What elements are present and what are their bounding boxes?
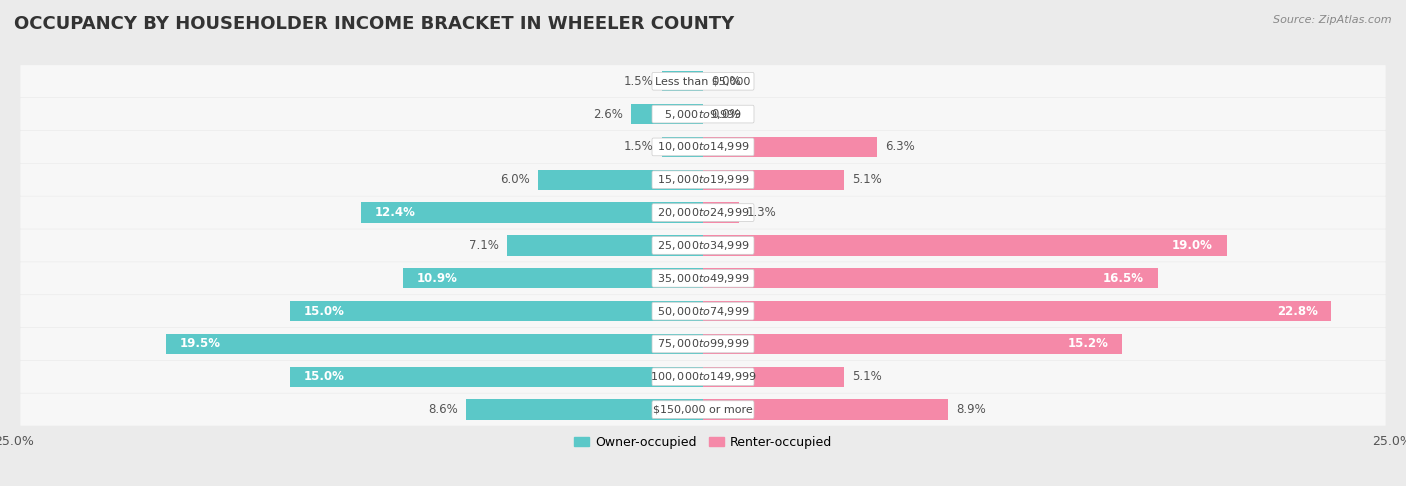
FancyBboxPatch shape xyxy=(21,131,1385,163)
Text: $5,000 to $9,999: $5,000 to $9,999 xyxy=(664,107,742,121)
Bar xyxy=(465,399,703,420)
Text: 15.0%: 15.0% xyxy=(304,370,344,383)
FancyBboxPatch shape xyxy=(652,335,754,353)
FancyBboxPatch shape xyxy=(21,295,1385,327)
Text: $20,000 to $24,999: $20,000 to $24,999 xyxy=(657,206,749,219)
Text: 1.5%: 1.5% xyxy=(624,75,654,88)
FancyBboxPatch shape xyxy=(652,401,754,418)
FancyBboxPatch shape xyxy=(652,204,754,222)
Bar xyxy=(166,334,703,354)
Text: 8.9%: 8.9% xyxy=(956,403,986,416)
Text: 0.0%: 0.0% xyxy=(711,75,741,88)
Bar xyxy=(290,301,703,321)
Text: 16.5%: 16.5% xyxy=(1102,272,1144,285)
FancyBboxPatch shape xyxy=(652,72,754,90)
Bar xyxy=(703,366,844,387)
Text: 8.6%: 8.6% xyxy=(427,403,458,416)
Text: $25,000 to $34,999: $25,000 to $34,999 xyxy=(657,239,749,252)
Text: Source: ZipAtlas.com: Source: ZipAtlas.com xyxy=(1274,15,1392,25)
Text: 6.3%: 6.3% xyxy=(884,140,915,154)
Bar xyxy=(703,268,1157,289)
Text: 10.9%: 10.9% xyxy=(416,272,457,285)
Text: Less than $5,000: Less than $5,000 xyxy=(655,76,751,86)
Bar xyxy=(361,202,703,223)
Bar xyxy=(703,235,1226,256)
FancyBboxPatch shape xyxy=(21,229,1385,261)
Text: 6.0%: 6.0% xyxy=(499,173,530,186)
Text: $50,000 to $74,999: $50,000 to $74,999 xyxy=(657,305,749,318)
Bar xyxy=(703,137,876,157)
Text: 19.5%: 19.5% xyxy=(180,337,221,350)
Bar xyxy=(537,170,703,190)
Text: 0.0%: 0.0% xyxy=(711,107,741,121)
FancyBboxPatch shape xyxy=(652,171,754,189)
Text: 19.0%: 19.0% xyxy=(1173,239,1213,252)
Text: 22.8%: 22.8% xyxy=(1277,305,1317,318)
FancyBboxPatch shape xyxy=(21,361,1385,393)
Bar xyxy=(703,170,844,190)
Bar xyxy=(703,334,1122,354)
Text: OCCUPANCY BY HOUSEHOLDER INCOME BRACKET IN WHEELER COUNTY: OCCUPANCY BY HOUSEHOLDER INCOME BRACKET … xyxy=(14,15,734,33)
Bar xyxy=(662,137,703,157)
FancyBboxPatch shape xyxy=(652,269,754,287)
FancyBboxPatch shape xyxy=(21,328,1385,360)
Text: $15,000 to $19,999: $15,000 to $19,999 xyxy=(657,173,749,186)
Text: 2.6%: 2.6% xyxy=(593,107,623,121)
Text: 15.0%: 15.0% xyxy=(304,305,344,318)
Legend: Owner-occupied, Renter-occupied: Owner-occupied, Renter-occupied xyxy=(568,431,838,454)
Text: $150,000 or more: $150,000 or more xyxy=(654,405,752,415)
Bar xyxy=(508,235,703,256)
Text: 5.1%: 5.1% xyxy=(852,173,882,186)
FancyBboxPatch shape xyxy=(21,196,1385,229)
Text: $10,000 to $14,999: $10,000 to $14,999 xyxy=(657,140,749,154)
Bar xyxy=(703,301,1331,321)
FancyBboxPatch shape xyxy=(652,105,754,123)
FancyBboxPatch shape xyxy=(21,262,1385,295)
FancyBboxPatch shape xyxy=(652,302,754,320)
Bar xyxy=(662,71,703,91)
FancyBboxPatch shape xyxy=(21,394,1385,426)
Text: 1.5%: 1.5% xyxy=(624,140,654,154)
FancyBboxPatch shape xyxy=(652,237,754,254)
Bar xyxy=(402,268,703,289)
FancyBboxPatch shape xyxy=(652,368,754,386)
Bar xyxy=(703,399,948,420)
FancyBboxPatch shape xyxy=(21,164,1385,196)
Text: $35,000 to $49,999: $35,000 to $49,999 xyxy=(657,272,749,285)
FancyBboxPatch shape xyxy=(21,65,1385,97)
Bar xyxy=(631,104,703,124)
Text: 12.4%: 12.4% xyxy=(375,206,416,219)
Text: $100,000 to $149,999: $100,000 to $149,999 xyxy=(650,370,756,383)
Bar xyxy=(703,202,738,223)
Bar xyxy=(290,366,703,387)
FancyBboxPatch shape xyxy=(21,98,1385,130)
Text: $75,000 to $99,999: $75,000 to $99,999 xyxy=(657,337,749,350)
Text: 1.3%: 1.3% xyxy=(747,206,778,219)
Text: 7.1%: 7.1% xyxy=(470,239,499,252)
Text: 5.1%: 5.1% xyxy=(852,370,882,383)
FancyBboxPatch shape xyxy=(652,138,754,156)
Text: 15.2%: 15.2% xyxy=(1067,337,1108,350)
